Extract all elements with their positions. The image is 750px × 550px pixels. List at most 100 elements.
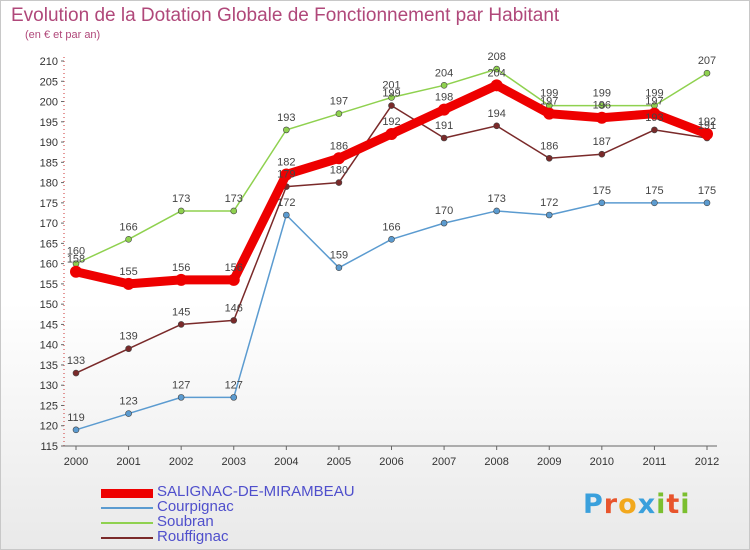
data-label-salignac-de-mirambeau: 182	[277, 156, 295, 168]
data-label-soubran: 199	[540, 88, 558, 100]
legend-label: Soubran	[157, 513, 214, 530]
legend-swatch	[101, 507, 153, 509]
data-point-rouffignac	[72, 369, 80, 377]
data-point-courpignac	[440, 219, 448, 227]
data-point-salignac-de-mirambeau	[175, 273, 188, 286]
data-label-courpignac: 159	[330, 250, 348, 262]
y-tick-label: 140	[40, 340, 58, 352]
data-label-soubran: 208	[487, 51, 505, 63]
data-point-soubran	[703, 69, 711, 77]
data-point-courpignac	[598, 199, 606, 207]
x-tick-label: 2003	[222, 456, 246, 468]
data-label-salignac-de-mirambeau: 204	[487, 67, 505, 79]
data-point-rouffignac	[230, 317, 238, 324]
data-point-courpignac	[335, 264, 343, 271]
data-label-salignac-de-mirambeau: 197	[540, 96, 558, 108]
data-label-rouffignac: 133	[67, 355, 85, 367]
data-label-rouffignac: 180	[330, 165, 348, 177]
logo-letter: i	[656, 489, 667, 520]
data-label-rouffignac: 146	[225, 302, 243, 314]
data-point-rouffignac	[651, 126, 658, 134]
data-label-soubran: 201	[382, 79, 400, 91]
data-label-soubran: 173	[172, 193, 190, 205]
data-label-soubran: 197	[330, 96, 348, 108]
data-point-salignac-de-mirambeau	[438, 103, 451, 116]
data-label-soubran: 207	[698, 55, 716, 67]
y-tick-label: 125	[40, 400, 58, 412]
logo-letter: r	[603, 489, 619, 520]
x-tick-label: 2010	[590, 456, 614, 468]
data-point-soubran	[388, 94, 395, 101]
x-tick-label: 2001	[116, 456, 140, 468]
legend-swatch	[101, 489, 153, 498]
data-point-courpignac	[72, 426, 80, 434]
data-label-rouffignac: 199	[382, 88, 400, 100]
data-label-courpignac: 170	[435, 205, 453, 217]
data-label-rouffignac: 145	[172, 306, 190, 318]
data-point-salignac-de-mirambeau	[227, 273, 240, 286]
logo-letter: t	[666, 489, 681, 520]
legend-label: Rouffignac	[157, 528, 229, 545]
legend-swatch	[101, 522, 153, 524]
y-tick-label: 120	[40, 421, 58, 433]
data-point-soubran	[230, 207, 238, 215]
data-point-courpignac	[230, 394, 238, 401]
data-point-rouffignac	[177, 321, 185, 328]
data-label-soubran: 166	[119, 221, 137, 233]
legend-label: SALIGNAC-DE-MIRAMBEAU	[157, 483, 355, 500]
data-label-soubran: 193	[277, 112, 295, 124]
data-label-salignac-de-mirambeau: 196	[593, 100, 611, 112]
data-label-courpignac: 166	[382, 221, 400, 233]
data-point-soubran	[177, 207, 185, 215]
data-label-salignac-de-mirambeau: 156	[172, 262, 190, 274]
logo-letter: P	[583, 489, 604, 520]
data-point-rouffignac	[440, 134, 448, 142]
data-point-salignac-de-mirambeau	[280, 168, 293, 181]
data-label-salignac-de-mirambeau: 198	[435, 92, 453, 104]
data-point-rouffignac	[493, 122, 500, 130]
y-tick-label: 180	[40, 178, 58, 190]
y-tick-label: 195	[40, 117, 58, 129]
y-tick-label: 200	[40, 97, 58, 109]
data-point-salignac-de-mirambeau	[70, 265, 82, 278]
x-tick-label: 2005	[327, 456, 351, 468]
legend-swatch	[101, 537, 153, 539]
data-point-salignac-de-mirambeau	[595, 111, 608, 124]
data-label-courpignac: 173	[487, 193, 505, 205]
data-point-courpignac	[388, 236, 395, 243]
chart-title: Evolution de la Dotation Globale de Fonc…	[11, 5, 560, 26]
x-tick-label: 2002	[169, 456, 193, 468]
y-tick-label: 170	[40, 218, 58, 230]
data-point-salignac-de-mirambeau	[490, 79, 503, 92]
data-point-salignac-de-mirambeau	[122, 277, 135, 290]
data-label-rouffignac: 194	[487, 108, 505, 120]
y-tick-label: 115	[40, 441, 58, 453]
data-label-courpignac: 119	[67, 412, 85, 424]
x-tick-label: 2008	[484, 456, 508, 468]
x-tick-label: 2009	[537, 456, 561, 468]
y-tick-label: 190	[40, 137, 58, 149]
data-point-rouffignac	[598, 150, 606, 158]
series-layer	[70, 65, 713, 434]
legend-label: Courpignac	[157, 498, 234, 515]
data-label-salignac-de-mirambeau: 192	[382, 116, 400, 128]
x-tick-label: 2000	[64, 456, 88, 468]
data-label-soubran: 199	[593, 88, 611, 100]
chart-axes: 115 120 125 130 135 140 145 150 155 160 165 170 175 1…	[40, 56, 720, 468]
data-point-soubran	[335, 110, 343, 117]
data-point-soubran	[283, 126, 290, 134]
data-label-courpignac: 172	[277, 197, 295, 209]
data-point-rouffignac	[388, 102, 395, 109]
data-point-rouffignac	[545, 154, 553, 162]
logo-letter: i	[680, 489, 691, 520]
data-point-salignac-de-mirambeau	[543, 107, 556, 120]
data-point-courpignac	[545, 211, 553, 219]
data-label-salignac-de-mirambeau: 192	[698, 116, 716, 128]
data-point-rouffignac	[125, 345, 132, 353]
data-label-courpignac: 127	[172, 379, 190, 391]
y-tick-label: 160	[40, 259, 58, 271]
data-label-rouffignac: 191	[698, 120, 716, 132]
data-label-courpignac: 175	[698, 185, 716, 197]
